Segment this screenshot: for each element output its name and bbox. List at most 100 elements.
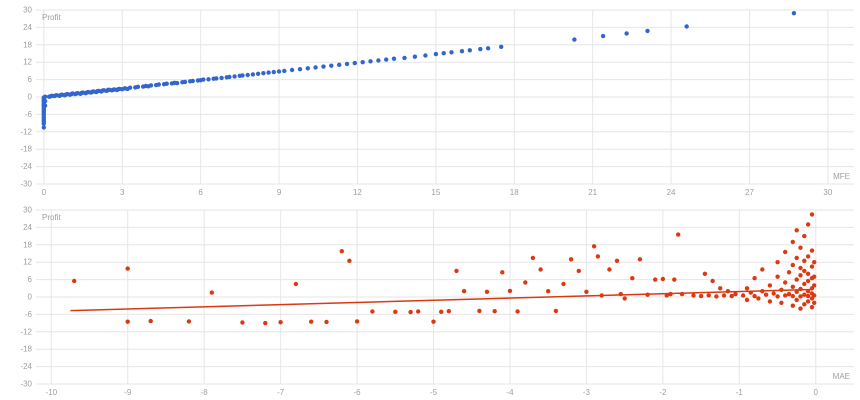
y-tick-label: 18 — [23, 240, 32, 249]
data-point — [368, 59, 373, 64]
data-point — [706, 293, 711, 298]
data-point — [752, 293, 757, 299]
y-tick-label: -12 — [20, 127, 32, 136]
data-point — [783, 293, 788, 298]
data-point — [500, 270, 505, 275]
x-tick-label: -5 — [430, 388, 438, 397]
y-tick-label: 30 — [23, 206, 32, 215]
data-point — [352, 60, 357, 66]
data-point — [802, 281, 807, 287]
data-point — [538, 267, 543, 272]
y-tick-label: 18 — [23, 40, 32, 49]
data-point — [775, 260, 780, 265]
y-tick-label: 12 — [23, 58, 32, 67]
data-point — [439, 309, 444, 314]
data-point — [309, 319, 314, 324]
data-point — [446, 309, 451, 314]
data-point — [809, 248, 815, 253]
data-point — [802, 302, 807, 307]
series-label: Profit — [42, 213, 61, 222]
data-point — [622, 296, 627, 301]
x-tick-label: 30 — [823, 188, 832, 197]
x-tick-label: -3 — [583, 388, 591, 397]
data-point — [492, 309, 497, 314]
data-point — [416, 309, 421, 314]
data-point — [485, 46, 491, 51]
data-point — [201, 77, 206, 82]
x-tick-label: 12 — [353, 188, 362, 197]
data-point — [664, 293, 669, 298]
data-point — [467, 48, 472, 53]
data-point — [783, 280, 788, 285]
x-axis-label: MAE — [833, 372, 850, 381]
data-point — [676, 232, 681, 237]
data-point — [515, 309, 520, 314]
data-point — [245, 72, 250, 78]
data-point — [412, 54, 418, 59]
data-point — [805, 222, 811, 227]
data-point — [812, 260, 817, 265]
data-point — [433, 51, 439, 57]
data-point — [354, 319, 360, 324]
data-point — [809, 264, 815, 269]
y-tick-label: 0 — [28, 93, 33, 102]
data-point — [752, 276, 757, 281]
data-point — [477, 308, 482, 314]
x-tick-label: -10 — [46, 388, 58, 397]
data-point — [530, 255, 536, 261]
data-point — [805, 271, 811, 276]
data-point — [499, 44, 504, 49]
y-tick-label: -30 — [20, 380, 32, 389]
data-point — [698, 293, 704, 299]
data-point — [790, 239, 795, 245]
data-point — [637, 257, 643, 262]
y-tick-label: 6 — [28, 275, 33, 284]
data-point — [645, 28, 650, 34]
data-point — [775, 274, 780, 279]
data-point — [584, 289, 589, 294]
data-point — [630, 276, 635, 281]
data-point — [182, 79, 188, 85]
data-point — [156, 82, 161, 87]
data-point — [305, 66, 310, 71]
data-point — [393, 309, 398, 314]
x-tick-label: -8 — [201, 388, 209, 397]
data-point — [360, 60, 365, 65]
data-point — [42, 98, 48, 104]
data-point — [402, 55, 407, 61]
data-point — [809, 305, 815, 310]
data-point — [214, 76, 219, 81]
data-point — [786, 270, 792, 275]
y-tick-label: 12 — [23, 258, 32, 267]
y-tick-label: -30 — [20, 180, 32, 189]
data-point — [278, 320, 283, 325]
data-point — [321, 64, 326, 69]
data-point — [42, 103, 48, 108]
data-point — [714, 294, 719, 299]
mfe-chart-canvas: 30 24 18 12 6 0 -6 -12 -18 -24 -30 0 3 6 9 12 15 18 21 24 27… — [20, 6, 854, 197]
data-point — [125, 319, 130, 324]
data-point — [591, 244, 597, 249]
data-point — [441, 51, 446, 56]
data-point — [798, 265, 803, 271]
x-tick-label: 6 — [198, 188, 203, 197]
x-axis-label: MFE — [833, 172, 850, 181]
data-point — [805, 278, 811, 284]
data-point — [805, 293, 811, 299]
data-point — [702, 271, 708, 276]
y-tick-label: 0 — [28, 293, 33, 302]
y-tick-label: -6 — [25, 110, 33, 119]
data-point — [240, 73, 245, 78]
data-point — [384, 57, 389, 62]
data-point — [798, 273, 803, 278]
data-point — [42, 94, 48, 99]
data-point — [710, 278, 715, 284]
data-point — [297, 67, 303, 72]
mfe-scatter-chart: 30 24 18 12 6 0 -6 -12 -18 -24 -30 0 3 6 9 12 15 18 21 24 27… — [20, 5, 854, 197]
data-point — [261, 71, 266, 76]
data-point — [72, 278, 77, 284]
data-point — [812, 300, 817, 305]
data-point — [691, 293, 696, 298]
data-point — [507, 288, 513, 294]
